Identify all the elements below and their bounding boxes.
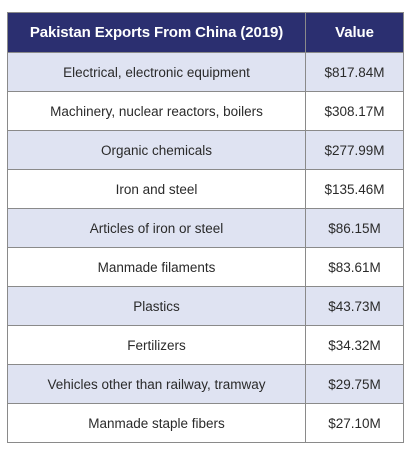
table-row: Articles of iron or steel $86.15M <box>7 208 404 248</box>
column-header-category: Pakistan Exports From China (2019) <box>7 12 306 53</box>
table-row: Iron and steel $135.46M <box>7 169 404 209</box>
row-value-cell: $86.15M <box>305 208 404 248</box>
table-row: Organic chemicals $277.99M <box>7 130 404 170</box>
row-category-cell: Machinery, nuclear reactors, boilers <box>7 91 306 131</box>
row-category-cell: Manmade staple fibers <box>7 403 306 443</box>
row-value-cell: $34.32M <box>305 325 404 365</box>
table-row: Vehicles other than railway, tramway $29.… <box>7 364 404 404</box>
row-category-cell: Electrical, electronic equipment <box>7 52 306 92</box>
row-category-cell: Iron and steel <box>7 169 306 209</box>
row-value-cell: $135.46M <box>305 169 404 209</box>
row-category-cell: Vehicles other than railway, tramway <box>7 364 306 404</box>
row-value-cell: $308.17M <box>305 91 404 131</box>
row-category-cell: Articles of iron or steel <box>7 208 306 248</box>
row-value-cell: $83.61M <box>305 247 404 287</box>
row-value-cell: $29.75M <box>305 364 404 404</box>
row-value-cell: $817.84M <box>305 52 404 92</box>
table-row: Electrical, electronic equipment $817.84M <box>7 52 404 92</box>
column-header-value: Value <box>305 12 404 53</box>
row-value-cell: $43.73M <box>305 286 404 326</box>
table-row: Plastics $43.73M <box>7 286 404 326</box>
row-value-cell: $27.10M <box>305 403 404 443</box>
exports-table: Pakistan Exports From China (2019) Value… <box>7 12 404 443</box>
table-header-row: Pakistan Exports From China (2019) Value <box>7 12 404 53</box>
table-body: Electrical, electronic equipment $817.84M… <box>7 52 404 443</box>
exports-table-container: Pakistan Exports From China (2019) Value… <box>7 12 404 443</box>
table-row: Manmade filaments $83.61M <box>7 247 404 287</box>
table-row: Manmade staple fibers $27.10M <box>7 403 404 443</box>
row-category-cell: Organic chemicals <box>7 130 306 170</box>
row-category-cell: Manmade filaments <box>7 247 306 287</box>
table-row: Machinery, nuclear reactors, boilers $308… <box>7 91 404 131</box>
row-category-cell: Plastics <box>7 286 306 326</box>
table-row: Fertilizers $34.32M <box>7 325 404 365</box>
row-value-cell: $277.99M <box>305 130 404 170</box>
row-category-cell: Fertilizers <box>7 325 306 365</box>
